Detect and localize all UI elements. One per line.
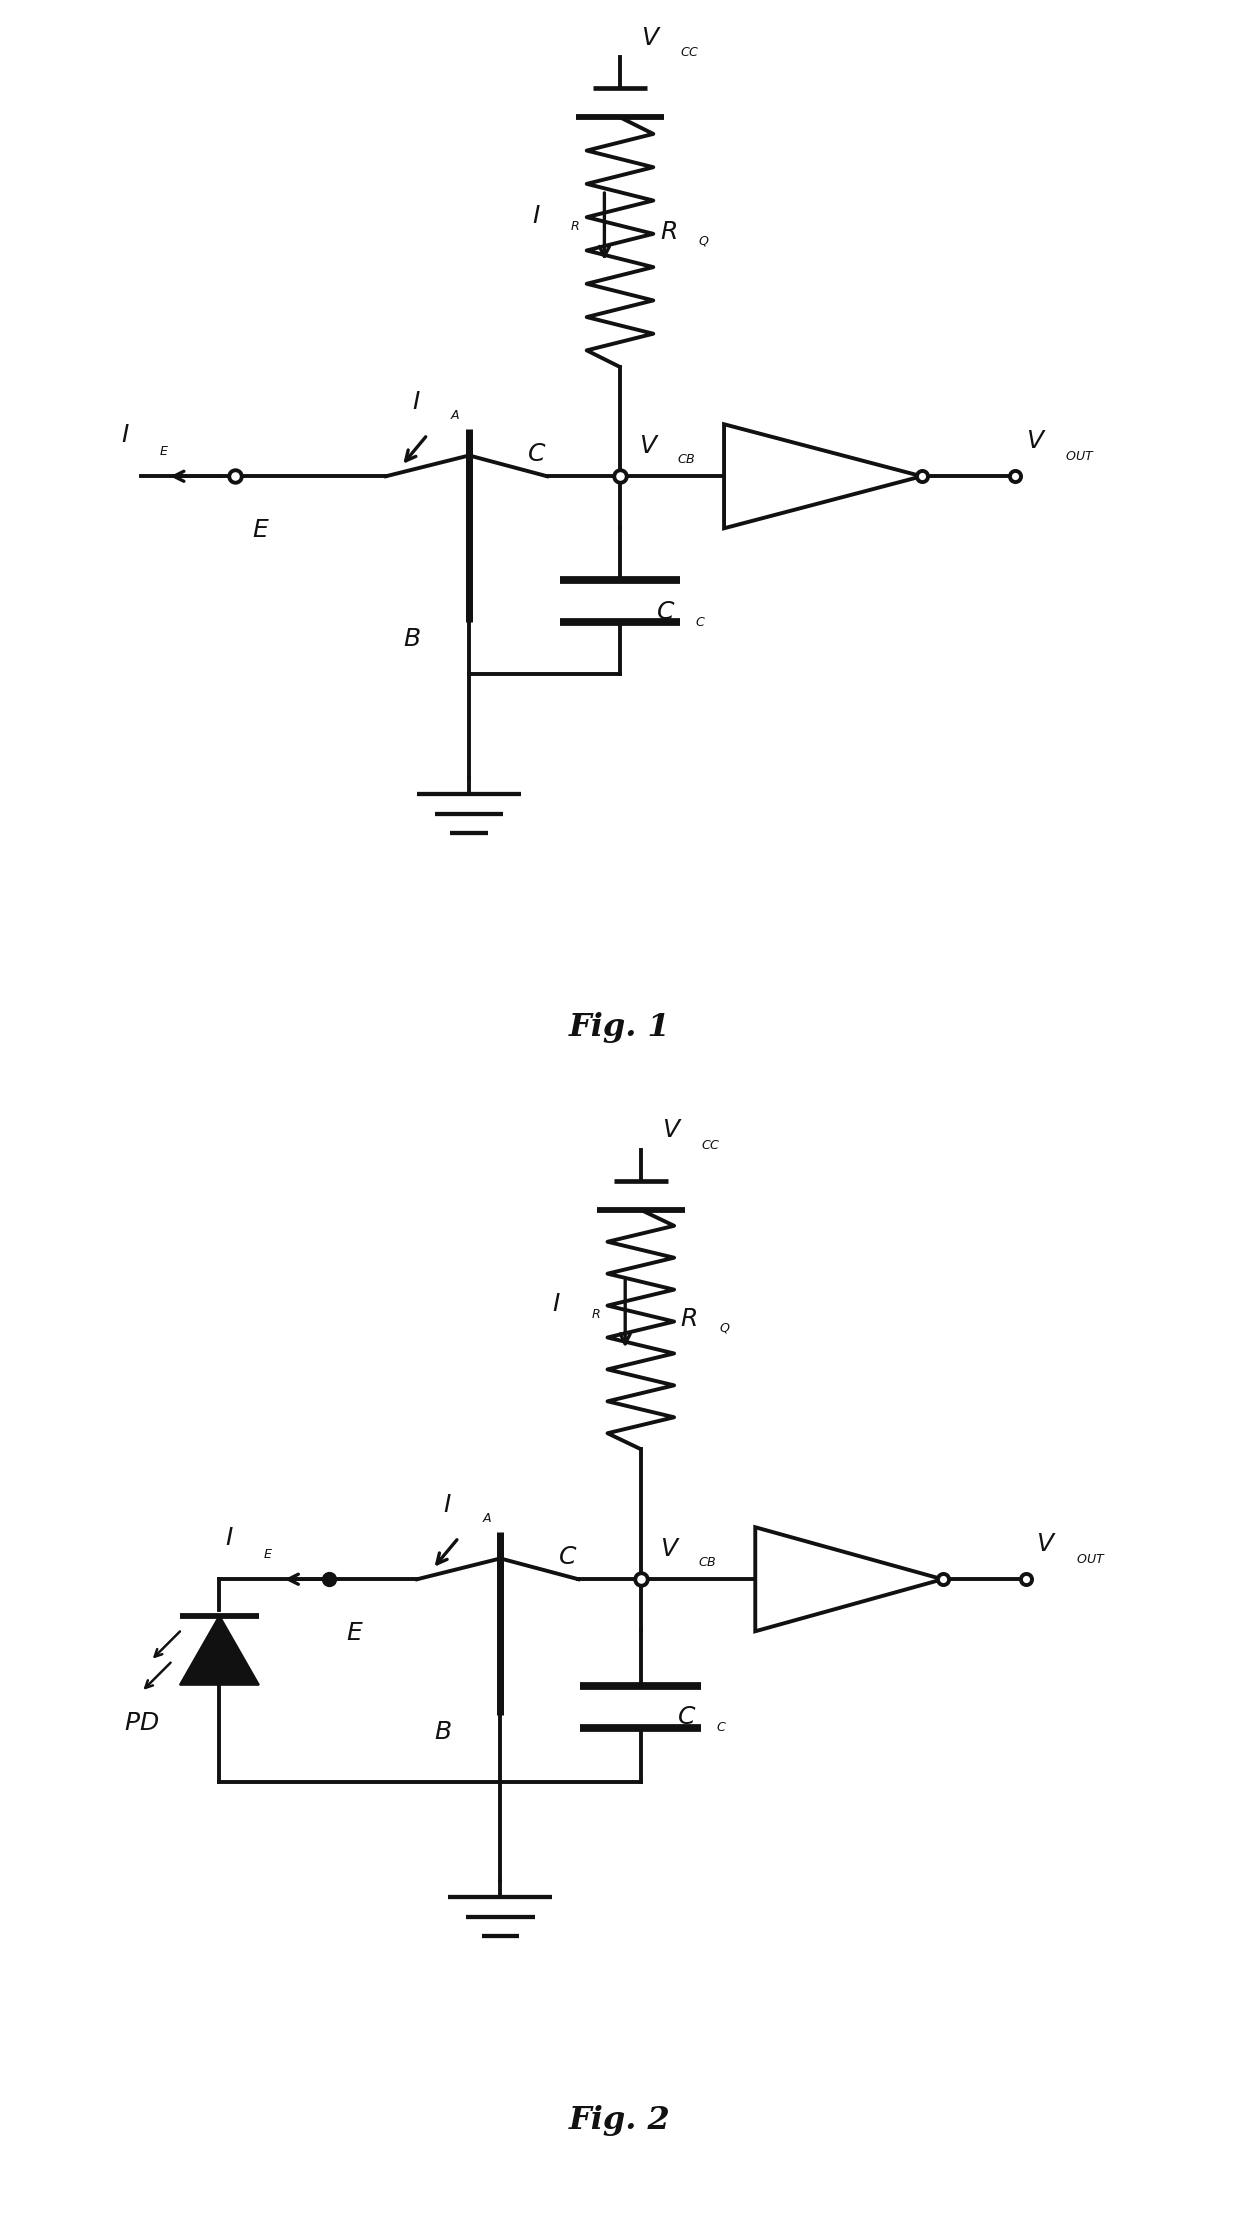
Text: $I$: $I$ bbox=[120, 422, 129, 447]
Text: $_{C}$: $_{C}$ bbox=[694, 611, 706, 629]
Text: $_{CC}$: $_{CC}$ bbox=[701, 1133, 720, 1151]
Text: $B$: $B$ bbox=[403, 627, 420, 651]
Text: $V$: $V$ bbox=[639, 433, 660, 458]
Text: $I$: $I$ bbox=[412, 389, 420, 413]
Text: $PD$: $PD$ bbox=[124, 1711, 159, 1735]
Text: $V$: $V$ bbox=[1025, 429, 1047, 453]
Text: $_{A}$: $_{A}$ bbox=[450, 404, 461, 422]
Text: $_{CB}$: $_{CB}$ bbox=[698, 1551, 717, 1569]
Text: $_{Q}$: $_{Q}$ bbox=[719, 1318, 730, 1335]
Text: $I$: $I$ bbox=[443, 1493, 451, 1518]
Text: $B$: $B$ bbox=[434, 1720, 451, 1744]
Text: $C$: $C$ bbox=[558, 1544, 578, 1569]
Text: $_{E}$: $_{E}$ bbox=[263, 1542, 273, 1560]
Text: $_{OUT}$: $_{OUT}$ bbox=[1065, 444, 1095, 462]
Text: $C$: $C$ bbox=[677, 1704, 697, 1729]
Text: $E$: $E$ bbox=[346, 1620, 363, 1644]
Text: $V$: $V$ bbox=[662, 1118, 682, 1142]
Text: $_{R}$: $_{R}$ bbox=[570, 216, 580, 233]
Text: $V$: $V$ bbox=[641, 27, 661, 49]
Text: $_{OUT}$: $_{OUT}$ bbox=[1076, 1549, 1106, 1567]
Text: $R$: $R$ bbox=[681, 1307, 697, 1331]
Text: $V$: $V$ bbox=[660, 1538, 680, 1560]
Text: $E$: $E$ bbox=[252, 518, 270, 542]
Text: Fig. 2: Fig. 2 bbox=[569, 2104, 671, 2135]
Text: Fig. 1: Fig. 1 bbox=[569, 1013, 671, 1044]
Polygon shape bbox=[180, 1615, 259, 1684]
Text: $_{A}$: $_{A}$ bbox=[481, 1507, 492, 1524]
Text: $V$: $V$ bbox=[1037, 1533, 1056, 1555]
Text: $I$: $I$ bbox=[224, 1527, 233, 1551]
Text: $_{CC}$: $_{CC}$ bbox=[681, 40, 701, 60]
Text: $_{C}$: $_{C}$ bbox=[715, 1715, 727, 1735]
Text: $_{Q}$: $_{Q}$ bbox=[698, 231, 709, 249]
Text: $_{CB}$: $_{CB}$ bbox=[677, 449, 696, 467]
Text: $I$: $I$ bbox=[552, 1291, 560, 1315]
Text: $C$: $C$ bbox=[656, 600, 676, 624]
Text: $_{R}$: $_{R}$ bbox=[591, 1302, 600, 1320]
Text: $I$: $I$ bbox=[532, 204, 541, 229]
Text: $C$: $C$ bbox=[527, 442, 547, 467]
Text: $R$: $R$ bbox=[660, 220, 677, 244]
Text: $_{E}$: $_{E}$ bbox=[159, 440, 169, 458]
